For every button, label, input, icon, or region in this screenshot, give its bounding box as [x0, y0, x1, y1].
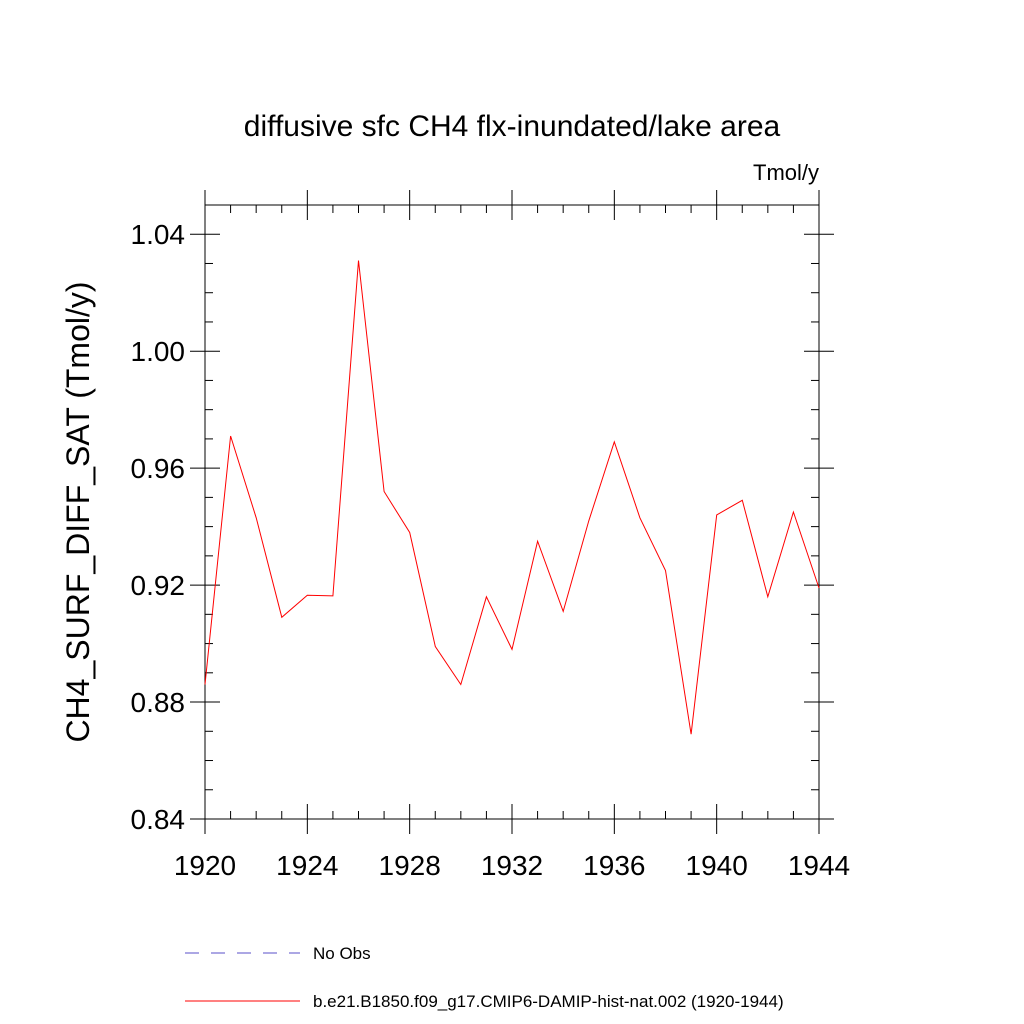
- units-label: Tmol/y: [753, 160, 819, 185]
- x-tick-label: 1944: [788, 850, 850, 881]
- x-tick-label: 1920: [174, 850, 236, 881]
- x-tick-label: 1936: [583, 850, 645, 881]
- y-tick-label: 0.84: [131, 804, 186, 835]
- chart-title: diffusive sfc CH4 flx-inundated/lake are…: [244, 110, 781, 143]
- legend: No Obs b.e21.B1850.f09_g17.CMIP6-DAMIP-hi…: [185, 944, 784, 1011]
- y-tick-label: 0.88: [131, 687, 186, 718]
- x-tick-label: 1940: [686, 850, 748, 881]
- series-line: [204, 260, 820, 735]
- legend-label: No Obs: [313, 944, 371, 963]
- y-axis-label: CH4_SURF_DIFF_SAT (Tmol/y): [60, 281, 96, 742]
- y-tick-label: 1.00: [131, 336, 186, 367]
- x-tick-label: 1932: [481, 850, 543, 881]
- y-tick-label: 0.92: [131, 570, 186, 601]
- series-layer: [204, 260, 820, 735]
- plot-frame: [204, 204, 820, 820]
- axis-ticks: 1920 1924 1928 1932 1936 1940 1944 0.84 0.88 0.92…: [131, 190, 850, 881]
- x-tick-label: 1928: [379, 850, 441, 881]
- legend-label: b.e21.B1850.f09_g17.CMIP6-DAMIP-hist-nat…: [313, 992, 784, 1011]
- y-tick-label: 1.04: [131, 219, 186, 250]
- y-tick-label: 0.96: [131, 453, 186, 484]
- x-tick-label: 1924: [276, 850, 338, 881]
